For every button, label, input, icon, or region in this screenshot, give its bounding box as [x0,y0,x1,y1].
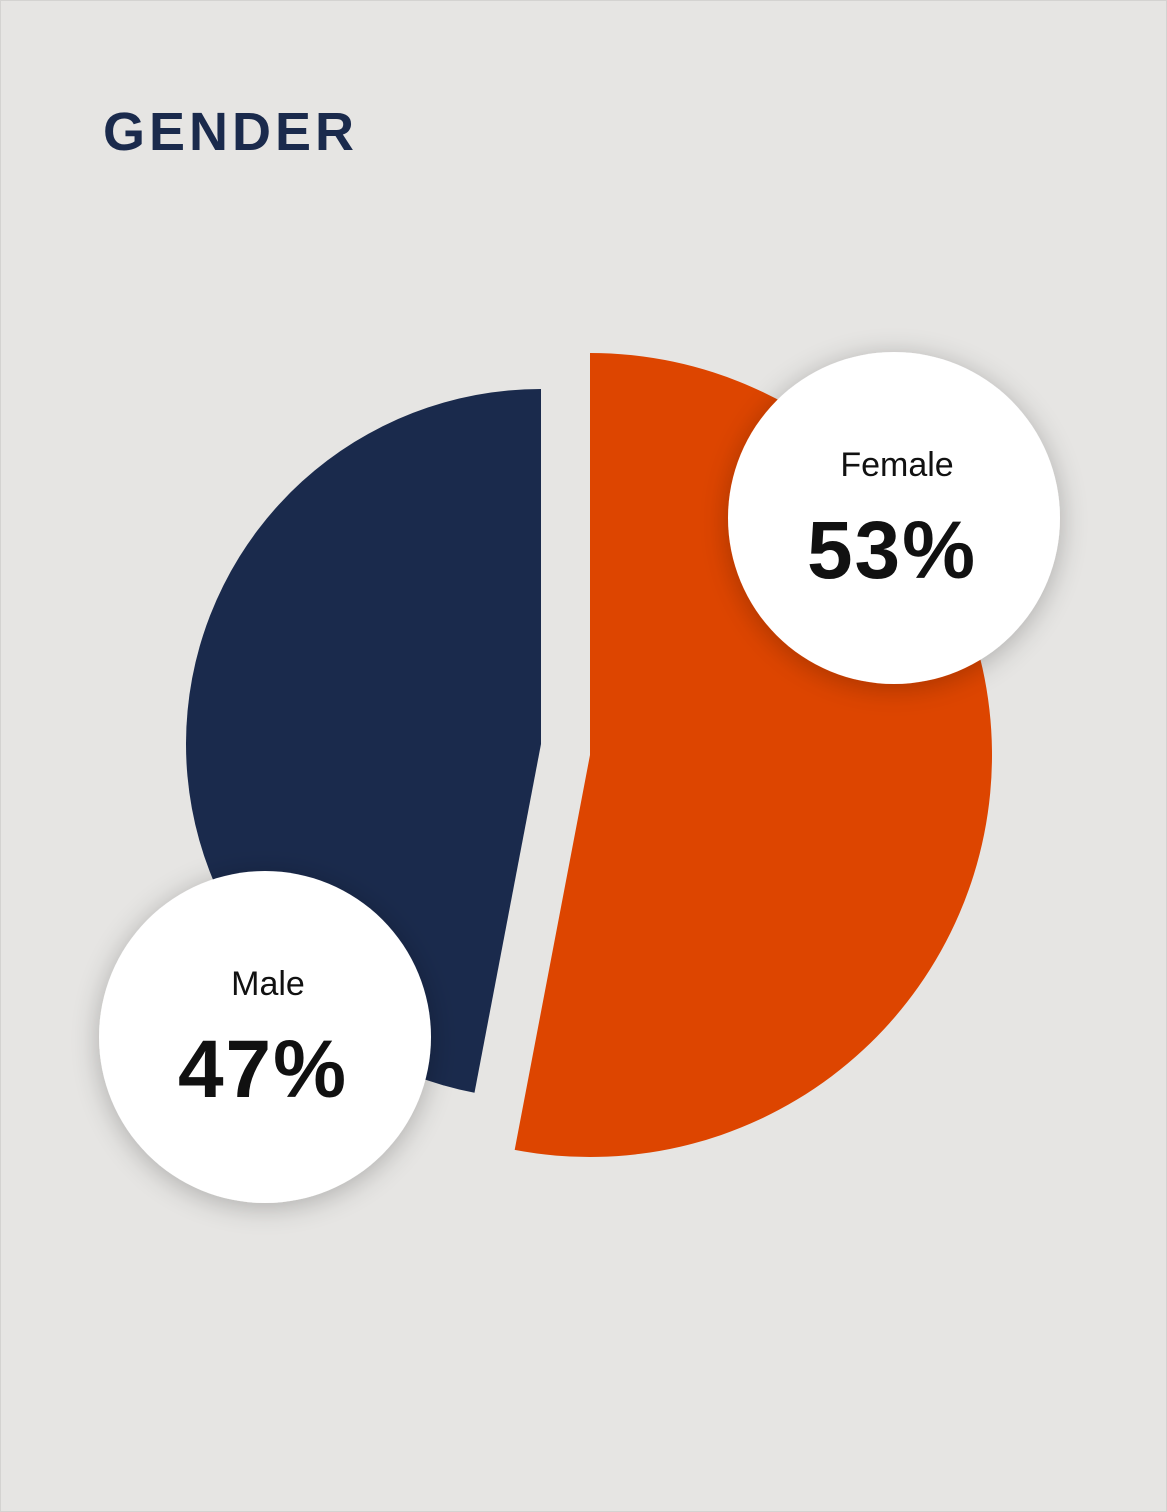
label-bubble [99,871,431,1203]
category-label: Female [840,446,953,484]
chart-title: GENDER [103,102,358,162]
category-label: Male [231,965,305,1003]
value-label: 53% [807,505,977,596]
labels: Female 53% Male 47% [99,352,1060,1203]
label-bubble [728,352,1060,684]
value-label: 47% [178,1024,348,1115]
